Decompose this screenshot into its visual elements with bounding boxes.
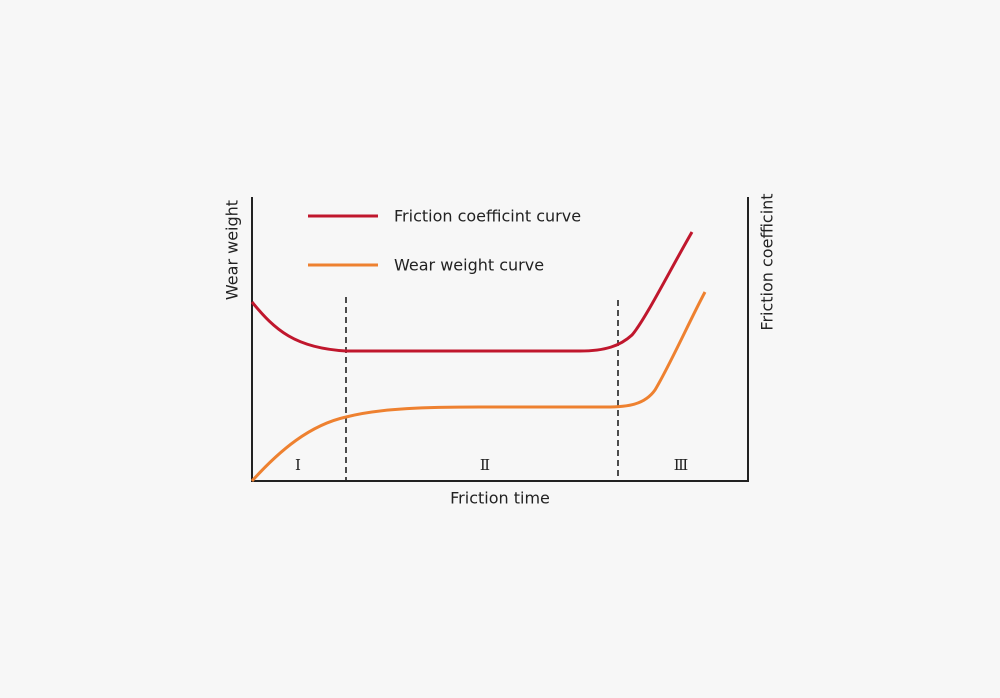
- wear-curve: [250, 291, 707, 483]
- stage-label: Ⅲ: [674, 456, 688, 474]
- stage-label: Ⅱ: [480, 456, 490, 474]
- left-axis-label: Wear weight: [223, 200, 242, 300]
- legend-label: Friction coefficint curve: [394, 207, 581, 226]
- stage-label: Ⅰ: [295, 456, 301, 474]
- legend-label: Wear weight curve: [394, 256, 544, 275]
- right-axis-label: Friction coefficint: [758, 193, 777, 330]
- friction-curve: [250, 231, 694, 353]
- bottom-axis-label: Friction time: [450, 489, 550, 508]
